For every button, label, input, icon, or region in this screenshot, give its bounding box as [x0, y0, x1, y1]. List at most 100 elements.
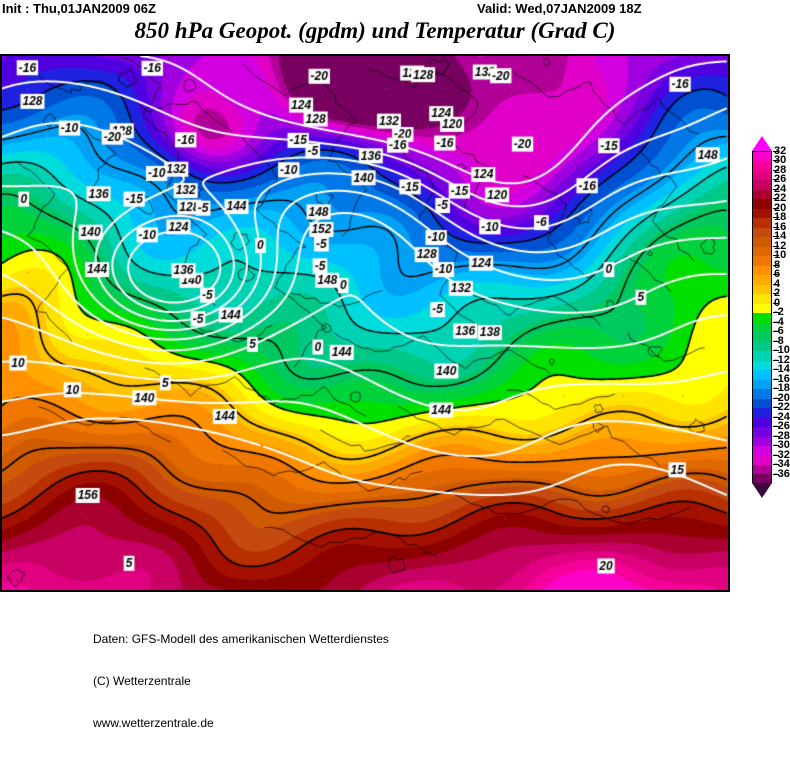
colorbar-swatch: [753, 436, 771, 447]
colorbar-swatch: [753, 341, 771, 352]
colorbar-label: 0: [774, 296, 781, 309]
colorbar-tick: [773, 331, 779, 333]
colorbar-tick: [773, 151, 779, 152]
colorbar-swatch: [753, 237, 771, 247]
colorbar-swatch: [753, 256, 771, 266]
colorbar-swatch: [753, 332, 771, 342]
colorbar-label: -20: [774, 391, 790, 404]
temperature-colorbar: 32 30 28 26 24 22 20 18 16 14 12 10 8 6 4 2 0 -2 -4 -6 -8 -10…: [748, 136, 790, 514]
colorbar-swatch: [753, 408, 771, 418]
colorbar-tick: [773, 369, 779, 371]
colorbar-label: 12: [774, 239, 787, 252]
colorbar-label: 14: [774, 230, 787, 243]
colorbar-tick: [773, 188, 779, 190]
colorbar-swatch: [753, 455, 771, 465]
colorbar-label: 28: [774, 163, 787, 176]
colorbar-label: -4: [774, 315, 784, 328]
colorbar-tick: [773, 283, 779, 285]
colorbar-label: 26: [774, 173, 787, 186]
credits-block: Daten: GFS-Modell des amerikanischen Wet…: [93, 604, 389, 758]
colorbar-swatch: [753, 379, 771, 390]
colorbar-swatch: [753, 227, 771, 238]
colorbar-swatch: [753, 398, 771, 409]
colorbar-label: 20: [774, 201, 787, 214]
colorbar-label: -28: [774, 429, 790, 442]
credits-line-copyright: (C) Wetterzentrale: [93, 674, 191, 688]
colorbar-swatch: [753, 170, 771, 181]
colorbar-bottom-arrow-icon: [752, 483, 772, 498]
colorbar-swatch: [753, 152, 771, 162]
colorbar-tick: [773, 397, 779, 399]
colorbar-swatch: [753, 370, 771, 380]
colorbar-label: 4: [774, 277, 781, 290]
colorbar-label: -10: [774, 344, 790, 357]
colorbar-tick: [773, 198, 779, 200]
colorbar-label: 2: [774, 287, 781, 300]
colorbar-swatch: [753, 208, 771, 219]
colorbar-tick: [773, 321, 779, 323]
colorbar-tick: [773, 255, 779, 257]
colorbar-label: -2: [774, 306, 784, 319]
colorbar-tick: [773, 407, 779, 409]
colorbar-tick: [773, 293, 779, 295]
colorbar-tick: [773, 464, 779, 466]
colorbar-tick: [773, 473, 779, 475]
colorbar-label: -18: [774, 382, 790, 395]
colorbar-label: 30: [774, 154, 787, 167]
colorbar-swatch: [753, 265, 771, 276]
colorbar-label: -36: [774, 467, 790, 480]
colorbar-swatch: [753, 389, 771, 399]
credits-line-data: Daten: GFS-Modell des amerikanischen Wet…: [93, 632, 389, 646]
colorbar-tick: [773, 236, 779, 238]
colorbar-tick: [773, 312, 779, 314]
colorbar-tick: [773, 169, 779, 171]
colorbar-tick: [773, 160, 779, 162]
colorbar-tick: [773, 245, 779, 247]
colorbar-swatch: [753, 464, 771, 475]
colorbar-swatch: [753, 446, 771, 456]
page-title: 850 hPa Geopot. (gpdm) und Temperatur (G…: [134, 18, 616, 43]
colorbar-label: -16: [774, 372, 790, 385]
colorbar-tick: [773, 359, 779, 361]
colorbar-label: -32: [774, 448, 790, 461]
colorbar-label: -6: [774, 325, 784, 338]
colorbar-label: 18: [774, 211, 787, 224]
colorbar-label: -34: [774, 458, 790, 471]
colorbar-label: -12: [774, 353, 790, 366]
colorbar-swatch: [753, 275, 771, 285]
colorbar-swatch: [753, 180, 771, 190]
temperature-contour-map: [2, 56, 728, 590]
colorbar-swatches: [752, 151, 772, 484]
colorbar-label: 22: [774, 192, 787, 205]
colorbar-swatch: [753, 360, 771, 371]
credits-line-url: www.wetterzentrale.de: [93, 716, 214, 730]
valid-time-label: Valid: Wed,07JAN2009 18Z: [477, 1, 642, 16]
colorbar-label: 10: [774, 249, 787, 262]
colorbar-top-arrow-icon: [752, 136, 772, 151]
colorbar-label: 16: [774, 220, 787, 233]
colorbar-swatch: [753, 161, 771, 171]
colorbar-tick: [773, 207, 779, 209]
colorbar-label: -8: [774, 334, 784, 347]
colorbar-tick: [773, 435, 779, 437]
colorbar-tick: [773, 388, 779, 390]
colorbar-swatch: [753, 322, 771, 333]
colorbar-swatch: [753, 246, 771, 257]
colorbar-label: -22: [774, 401, 790, 414]
weather-chart-page: Init : Thu,01JAN2009 06Z Valid: Wed,07JA…: [0, 0, 790, 730]
colorbar-swatch: [753, 303, 771, 314]
colorbar-label: 8: [774, 258, 781, 271]
colorbar-label: 6: [774, 268, 781, 281]
colorbar-swatch: [753, 189, 771, 200]
colorbar-tick: [773, 340, 779, 342]
colorbar-label: -30: [774, 439, 790, 452]
colorbar-swatch: [753, 474, 771, 484]
colorbar-label: -14: [774, 363, 790, 376]
colorbar-swatch: [753, 351, 771, 361]
colorbar-tick: [773, 274, 779, 276]
colorbar-swatch: [753, 294, 771, 304]
colorbar-label: -24: [774, 410, 790, 423]
colorbar-swatch: [753, 218, 771, 228]
colorbar-swatch: [753, 284, 771, 295]
colorbar-tick: [773, 264, 779, 266]
